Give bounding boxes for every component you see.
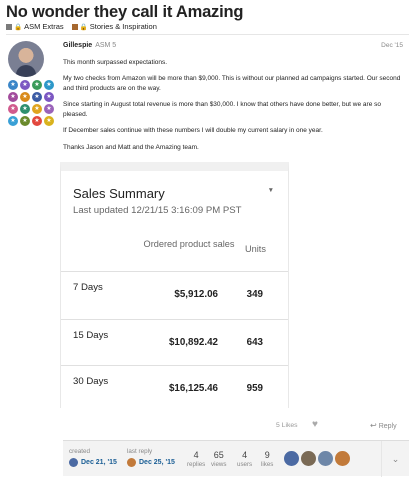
participant-avatars	[284, 451, 350, 466]
likes-stat: 9 likes	[261, 450, 273, 468]
topic-title[interactable]: No wonder they call it Amazing	[6, 3, 244, 21]
views-stat: 65 views	[211, 450, 226, 468]
participant-avatar[interactable]	[335, 451, 350, 466]
row-units: 643	[246, 337, 263, 348]
badge-icon[interactable]: ★	[32, 116, 42, 126]
category-list: 🔒 ASM Extras 🔒 Stories & Inspiration	[6, 22, 157, 31]
stat-label: likes	[261, 461, 274, 468]
topic-map: created Dec 21, '15 last reply Dec 25, '…	[63, 440, 409, 477]
row-sales: $16,125.46	[168, 383, 218, 394]
participant-avatar[interactable]	[318, 451, 333, 466]
stat-label: users	[237, 461, 253, 468]
avatar	[69, 458, 78, 467]
badge-icon[interactable]: ★	[44, 92, 54, 102]
reply-arrow-icon: ↩	[370, 421, 377, 430]
author-tag: ASM 5	[95, 42, 117, 49]
category-label: ASM Extras	[24, 22, 64, 31]
reply-label: Reply	[378, 423, 397, 430]
last-reply-date: Dec 25, '15	[139, 459, 175, 466]
stat-number: 4	[242, 450, 248, 460]
category-asm-extras[interactable]: 🔒 ASM Extras	[6, 22, 64, 31]
stat-label: views	[211, 461, 227, 468]
likes-count[interactable]: 5 Likes	[276, 422, 298, 429]
user-badges: ★ ★ ★ ★ ★ ★ ★ ★ ★ ★ ★ ★ ★ ★ ★ ★	[8, 80, 56, 126]
participant-avatar[interactable]	[284, 451, 299, 466]
users-stat: 4 users	[237, 450, 252, 468]
column-header-units: Units	[245, 244, 266, 254]
avatar	[127, 458, 136, 467]
stat-number: 9	[264, 450, 270, 460]
category-stories[interactable]: 🔒 Stories & Inspiration	[71, 22, 157, 31]
badge-icon[interactable]: ★	[20, 116, 30, 126]
badge-icon[interactable]: ★	[32, 80, 42, 90]
post-paragraph: This month surpassed expectations.	[63, 59, 168, 66]
row-divider	[61, 271, 288, 272]
reply-button[interactable]: ↩ Reply	[370, 421, 397, 430]
avatar[interactable]	[8, 41, 44, 77]
row-units: 349	[246, 289, 263, 300]
badge-icon[interactable]: ★	[8, 92, 18, 102]
created-label: created	[69, 448, 91, 455]
table-row: 15 Days $10,892.42 643	[61, 323, 288, 361]
last-reply-info[interactable]: last reply Dec 25, '15	[127, 448, 175, 467]
lock-icon: 🔒	[14, 23, 23, 31]
column-header-sales: Ordered product sales	[143, 239, 235, 249]
replies-stat: 4 replies	[187, 450, 205, 468]
lock-icon: 🔒	[79, 23, 88, 31]
post-paragraph: Since starting in August total revenue i…	[63, 101, 381, 119]
row-period: 30 Days	[73, 376, 109, 387]
row-units: 959	[246, 383, 263, 394]
badge-icon[interactable]: ★	[8, 116, 18, 126]
row-divider	[61, 365, 288, 366]
row-sales: $5,912.06	[174, 289, 218, 300]
sales-summary-image[interactable]: Sales Summary Last updated 12/21/15 3:16…	[60, 162, 289, 408]
badge-icon[interactable]: ★	[44, 80, 54, 90]
badge-icon[interactable]: ★	[32, 92, 42, 102]
post-paragraph: Thanks Jason and Matt and the Amazing te…	[63, 143, 199, 151]
divider	[6, 34, 409, 35]
heart-icon[interactable]: ♥	[312, 419, 318, 430]
sales-summary-subtitle: Last updated 12/21/15 3:16:09 PM PST	[73, 205, 242, 216]
badge-icon[interactable]: ★	[8, 80, 18, 90]
table-row: 30 Days $16,125.46 959	[61, 369, 288, 407]
row-period: 15 Days	[73, 330, 109, 341]
row-sales: $10,892.42	[168, 337, 218, 348]
stat-number: 65	[213, 450, 224, 460]
dropdown-caret-icon: ▼	[267, 187, 274, 194]
badge-icon[interactable]: ★	[44, 104, 54, 114]
badge-icon[interactable]: ★	[20, 80, 30, 90]
row-period: 7 Days	[73, 282, 103, 293]
participant-avatar[interactable]	[301, 451, 316, 466]
badge-icon[interactable]: ★	[20, 104, 30, 114]
badge-icon[interactable]: ★	[44, 116, 54, 126]
stat-number: 4	[193, 450, 199, 460]
chevron-down-icon[interactable]: ⌄	[381, 441, 409, 477]
post-date[interactable]: Dec '15	[381, 42, 403, 49]
category-label: Stories & Inspiration	[89, 22, 157, 31]
post-paragraph: My two checks from Amazon will be more t…	[63, 75, 401, 93]
post-author: Gillespie ASM 5	[63, 42, 116, 49]
badge-icon[interactable]: ★	[32, 104, 42, 114]
badge-icon[interactable]: ★	[8, 104, 18, 114]
badge-icon[interactable]: ★	[20, 92, 30, 102]
post-body: This month surpassed expectations. My tw…	[63, 58, 405, 159]
last-reply-label: last reply	[127, 448, 153, 455]
row-divider	[61, 319, 288, 320]
table-row: 7 Days $5,912.06 349	[61, 275, 288, 313]
created-info[interactable]: created Dec 21, '15	[69, 448, 117, 467]
post-paragraph: If December sales continue with these nu…	[63, 127, 323, 135]
sales-summary-title: Sales Summary	[73, 186, 165, 201]
category-color-swatch	[71, 23, 78, 30]
created-date: Dec 21, '15	[81, 459, 117, 466]
stat-label: replies	[187, 461, 206, 468]
author-name[interactable]: Gillespie	[63, 42, 93, 49]
category-color-swatch	[6, 23, 12, 30]
